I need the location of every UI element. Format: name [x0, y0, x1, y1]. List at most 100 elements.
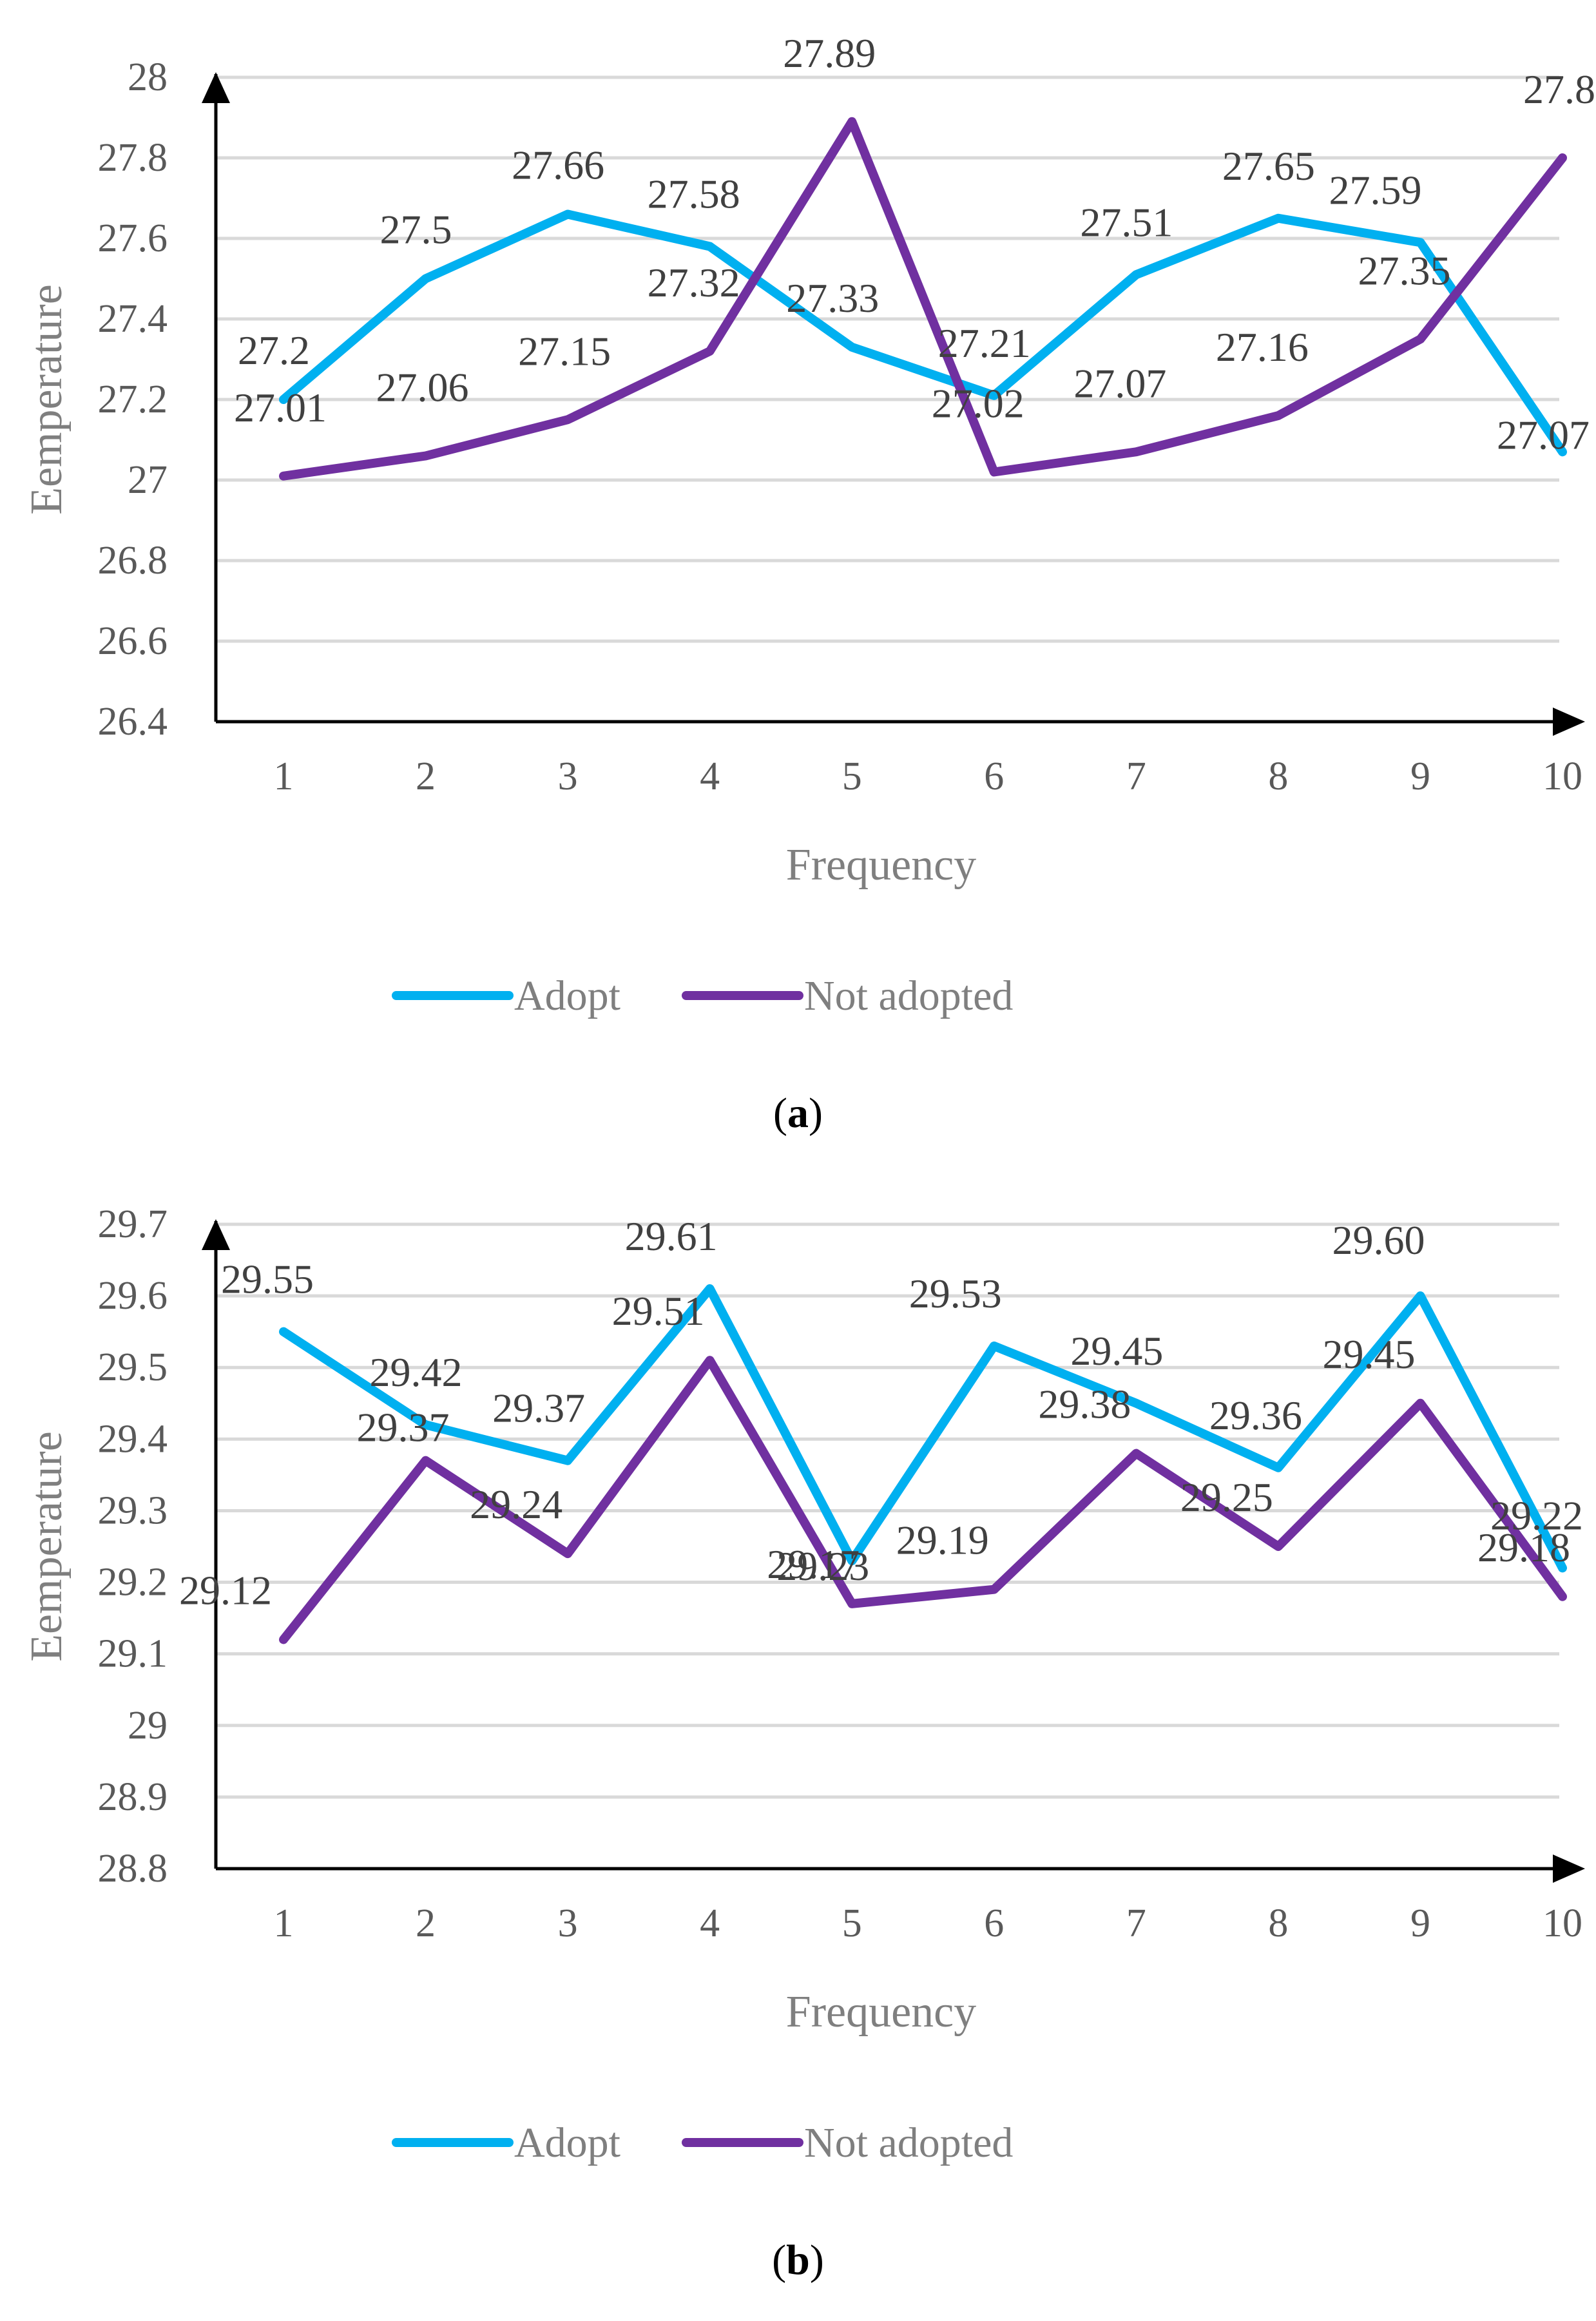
data-point	[851, 121, 852, 122]
data-point	[1135, 1453, 1137, 1454]
x-tick-label: 3	[558, 1902, 578, 1945]
data-point	[567, 214, 568, 215]
series-line-adopt	[279, 209, 1567, 457]
data-point	[851, 347, 852, 348]
data-label: 27.33	[786, 275, 879, 321]
data-label: 27.2	[238, 327, 310, 373]
data-point	[709, 246, 711, 247]
x-tick-label: 1	[274, 755, 294, 798]
y-tick-label: 29.6	[98, 1274, 168, 1318]
y-axis-title: Eemperature	[22, 1431, 72, 1662]
x-axis-title: Frequency	[786, 840, 976, 890]
data-label: 27.06	[376, 365, 469, 410]
data-label: 29.24	[470, 1481, 562, 1527]
y-tick-label: 29.3	[98, 1488, 168, 1532]
data-point	[425, 456, 427, 457]
y-tick-label: 27.8	[98, 136, 168, 180]
data-point	[1419, 1403, 1421, 1404]
data-label: 29.17	[767, 1541, 860, 1587]
data-label: 29.45	[1322, 1331, 1415, 1377]
data-point	[1135, 451, 1137, 452]
data-label: 29.60	[1332, 1217, 1425, 1263]
x-axis-arrow	[1553, 708, 1585, 736]
y-tick-label: 29	[128, 1704, 168, 1748]
data-point	[425, 1460, 427, 1461]
data-label: 29.37	[357, 1405, 450, 1450]
data-point	[994, 1345, 995, 1347]
y-tick-label: 28.8	[98, 1847, 168, 1891]
y-tick-label: 27.2	[98, 378, 168, 421]
data-label: 27.01	[234, 385, 327, 430]
y-tick-label: 27.6	[98, 217, 168, 260]
data-label: 29.53	[909, 1271, 1002, 1316]
x-axis-arrow	[1553, 1854, 1585, 1883]
data-label: 27.21	[938, 320, 1031, 366]
data-point	[283, 476, 284, 477]
data-point	[994, 472, 995, 473]
x-tick-label: 9	[1410, 1902, 1430, 1945]
x-tick-label: 7	[1126, 1902, 1146, 1945]
data-label: 27.89	[783, 30, 876, 76]
y-axis-title: Eemperature	[22, 284, 72, 515]
x-tick-label: 5	[842, 755, 862, 798]
y-tick-label: 29.4	[98, 1417, 168, 1461]
caption-b: (b)	[772, 2237, 824, 2284]
data-point	[1278, 218, 1279, 219]
data-point	[1135, 1403, 1137, 1404]
y-tick-label: 28.9	[98, 1775, 168, 1819]
data-label: 29.37	[492, 1385, 585, 1431]
data-point	[851, 1603, 852, 1604]
x-tick-label: 10	[1543, 755, 1582, 798]
data-point	[1278, 1546, 1279, 1547]
data-label: 29.55	[221, 1257, 314, 1302]
data-label: 27.66	[512, 142, 604, 188]
data-label: 27.07	[1073, 360, 1166, 406]
data-label: 27.65	[1222, 143, 1315, 189]
series-line-adopt	[279, 1284, 1567, 1573]
data-label: 27.8	[1523, 66, 1595, 112]
data-point	[1562, 1596, 1563, 1597]
data-label: 29.19	[896, 1517, 989, 1563]
data-point	[1419, 1295, 1421, 1296]
y-tick-label: 29.1	[98, 1632, 168, 1676]
legend-label: Not adopted	[804, 2119, 1013, 2166]
x-axis-title: Frequency	[786, 1987, 976, 2037]
data-label: 29.38	[1038, 1382, 1131, 1427]
y-tick-label: 26.6	[98, 619, 168, 663]
x-tick-label: 3	[558, 755, 578, 798]
data-label: 27.16	[1216, 324, 1309, 370]
y-tick-label: 27.4	[98, 297, 168, 341]
data-label: 29.12	[179, 1567, 272, 1613]
data-label: 29.23	[776, 1543, 869, 1589]
x-tick-label: 2	[416, 755, 436, 798]
data-label: 29.45	[1070, 1328, 1163, 1374]
data-label: 27.59	[1329, 167, 1421, 213]
x-tick-label: 8	[1268, 1902, 1288, 1945]
x-tick-label: 4	[700, 755, 720, 798]
caption-a: (a)	[773, 1090, 823, 1137]
x-tick-label: 6	[984, 755, 1004, 798]
data-label: 29.61	[625, 1213, 718, 1259]
data-label: 27.02	[932, 381, 1024, 427]
data-point	[567, 419, 568, 420]
x-tick-label: 2	[416, 1902, 436, 1945]
x-tick-label: 9	[1410, 755, 1430, 798]
series-line-not-adopted	[279, 1356, 1567, 1644]
data-point	[283, 1639, 284, 1640]
data-point	[709, 351, 711, 352]
data-point	[994, 1589, 995, 1590]
data-label: 29.36	[1209, 1392, 1302, 1438]
x-tick-label: 1	[274, 1902, 294, 1945]
data-label: 27.58	[648, 171, 740, 217]
data-label: 29.42	[370, 1349, 463, 1395]
x-tick-label: 5	[842, 1902, 862, 1945]
data-point	[1419, 242, 1421, 243]
chart-a: 26.4 26.6 26.8 27 27.2 27.4 27.6 27.8 28 1 2 3 4 5 6 7 8…	[22, 30, 1595, 1019]
data-point	[1419, 338, 1421, 340]
legend-label: Adopt	[514, 972, 620, 1019]
data-label: 29.25	[1180, 1474, 1273, 1520]
data-label: 29.51	[612, 1288, 705, 1334]
data-point	[1135, 274, 1137, 275]
data-label: 29.22	[1490, 1492, 1583, 1538]
